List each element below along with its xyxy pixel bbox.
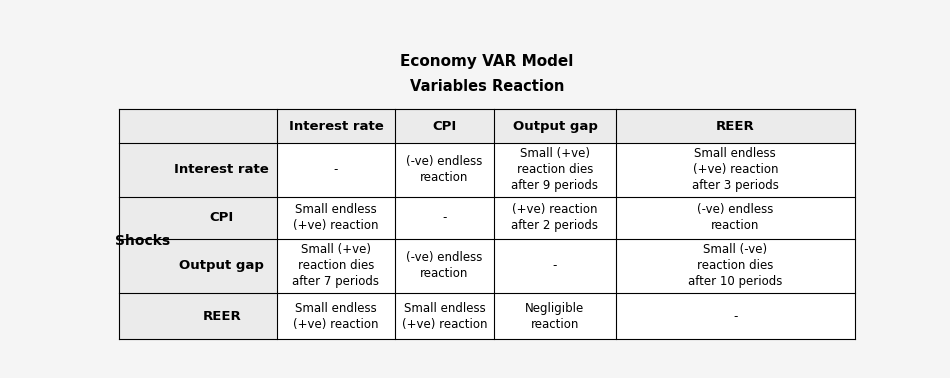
Text: (-ve) endless
reaction: (-ve) endless reaction <box>407 155 483 184</box>
Text: -: - <box>553 259 557 272</box>
Bar <box>119 109 855 143</box>
Text: Small endless
(+ve) reaction: Small endless (+ve) reaction <box>294 203 379 232</box>
Text: Shocks: Shocks <box>115 234 170 248</box>
Text: Interest rate: Interest rate <box>175 163 269 176</box>
Text: Output gap: Output gap <box>180 259 264 272</box>
Text: Small (-ve)
reaction dies
after 10 periods: Small (-ve) reaction dies after 10 perio… <box>688 243 783 288</box>
Text: Small endless
(+ve) reaction: Small endless (+ve) reaction <box>402 302 487 330</box>
Text: REER: REER <box>202 310 241 322</box>
Text: Small (+ve)
reaction dies
after 7 periods: Small (+ve) reaction dies after 7 period… <box>293 243 379 288</box>
Text: Negligible
reaction: Negligible reaction <box>525 302 584 330</box>
Bar <box>277 143 855 339</box>
Text: Output gap: Output gap <box>513 119 598 133</box>
Text: Small endless
(+ve) reaction: Small endless (+ve) reaction <box>294 302 379 330</box>
Text: Interest rate: Interest rate <box>289 119 383 133</box>
Text: -: - <box>733 310 737 322</box>
Text: Variables Reaction: Variables Reaction <box>409 79 564 94</box>
Text: (+ve) reaction
after 2 periods: (+ve) reaction after 2 periods <box>511 203 598 232</box>
Text: Small endless
(+ve) reaction
after 3 periods: Small endless (+ve) reaction after 3 per… <box>692 147 779 192</box>
Text: -: - <box>333 163 338 176</box>
Text: Small (+ve)
reaction dies
after 9 periods: Small (+ve) reaction dies after 9 period… <box>511 147 598 192</box>
Text: CPI: CPI <box>432 119 457 133</box>
Text: (-ve) endless
reaction: (-ve) endless reaction <box>407 251 483 280</box>
Bar <box>119 143 277 339</box>
Text: -: - <box>443 211 446 224</box>
Text: (-ve) endless
reaction: (-ve) endless reaction <box>697 203 773 232</box>
Text: CPI: CPI <box>210 211 234 224</box>
Text: Economy VAR Model: Economy VAR Model <box>400 54 574 69</box>
Text: REER: REER <box>716 119 754 133</box>
